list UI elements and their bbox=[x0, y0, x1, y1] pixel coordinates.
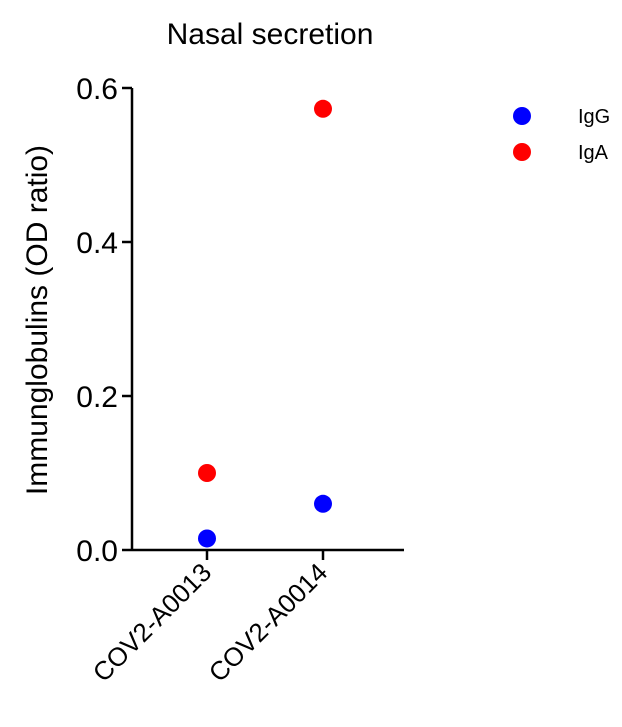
y-axis-ticks: 0.0 0.2 0.4 0.6 bbox=[76, 73, 132, 568]
y-tick-label: 0.2 bbox=[76, 381, 118, 414]
point-igg-2 bbox=[314, 494, 332, 513]
legend-marker-iga bbox=[513, 143, 531, 161]
y-tick-label: 0.0 bbox=[76, 535, 118, 568]
legend-label-iga: IgA bbox=[578, 142, 609, 164]
point-igg-1 bbox=[198, 529, 216, 548]
chart-title: Nasal secretion bbox=[167, 18, 374, 51]
data-points bbox=[198, 99, 332, 548]
point-iga-2 bbox=[314, 99, 332, 118]
legend-label-igg: IgG bbox=[578, 106, 610, 128]
y-tick-label: 0.4 bbox=[76, 227, 118, 260]
point-iga-1 bbox=[198, 464, 216, 482]
legend-marker-igg bbox=[513, 107, 531, 125]
x-tick-label: COV2-A0014 bbox=[203, 557, 334, 688]
legend: IgG IgA bbox=[513, 106, 610, 164]
y-axis-label: Immunglobulins (OD ratio) bbox=[21, 145, 54, 495]
y-tick-label: 0.6 bbox=[76, 73, 118, 106]
x-tick-label: COV2-A0013 bbox=[87, 557, 218, 688]
